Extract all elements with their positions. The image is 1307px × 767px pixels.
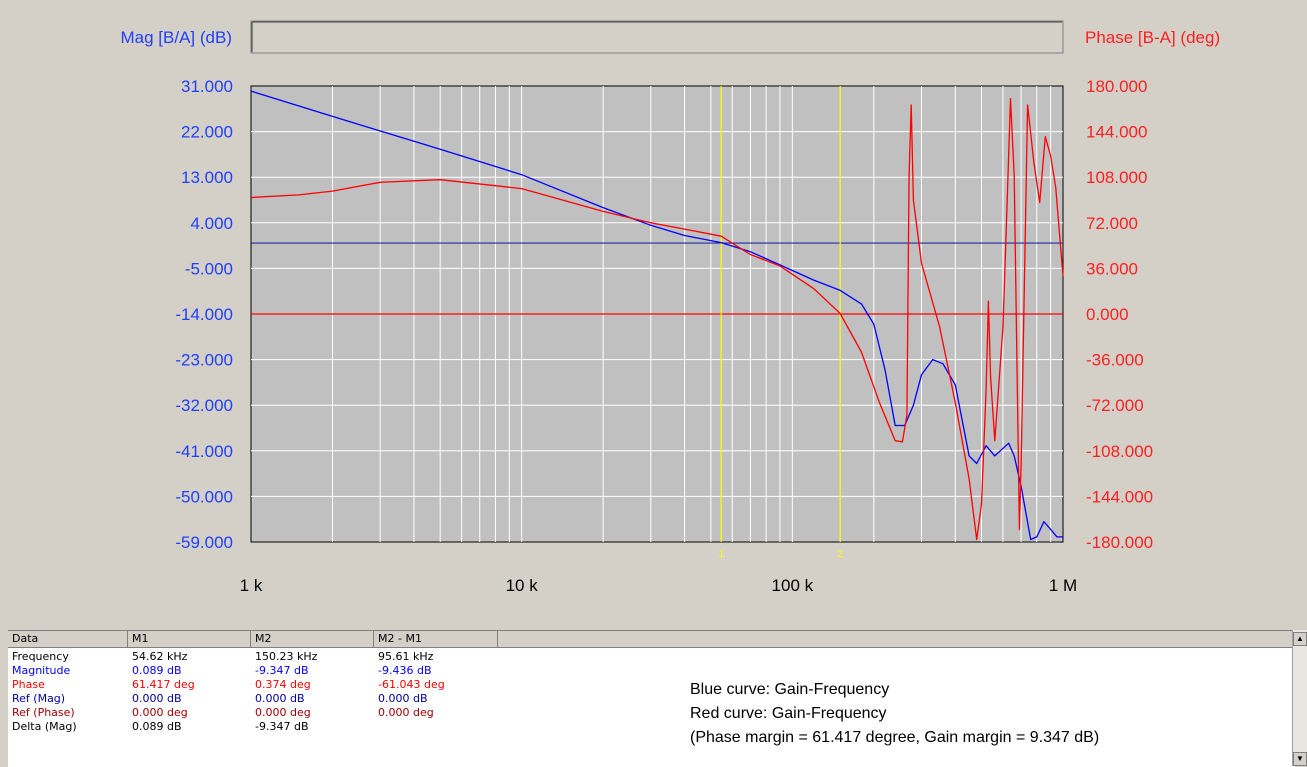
left-axis-label: Mag [B/A] (dB) — [121, 28, 232, 47]
row-m1: 0.000 dB — [132, 692, 182, 705]
right-tick-label: 180.000 — [1086, 77, 1147, 96]
x-tick-labels: 1 k 10 k 100 k 1 M — [240, 576, 1078, 595]
row-m1: 54.62 kHz — [132, 650, 188, 663]
table-row: Magnitude 0.089 dB -9.347 dB -9.436 dB — [8, 664, 508, 678]
column-header-data[interactable]: Data — [8, 631, 128, 648]
left-tick-label: 31.000 — [181, 77, 233, 96]
note-margins: (Phase margin = 61.417 degree, Gain marg… — [690, 729, 1100, 746]
series — [250, 90, 1064, 541]
right-tick-label: 72.000 — [1086, 214, 1138, 233]
table-row: Ref (Mag) 0.000 dB 0.000 dB 0.000 dB — [8, 692, 508, 706]
phase-curve — [250, 98, 1064, 541]
right-tick-label: 108.000 — [1086, 168, 1147, 187]
row-label: Frequency — [12, 650, 69, 663]
left-tick-label: -32.000 — [175, 396, 233, 415]
row-m2: 0.000 deg — [255, 706, 311, 719]
row-label: Ref (Mag) — [12, 692, 66, 705]
column-header-m2-m1[interactable]: M2 - M1 — [374, 631, 498, 648]
row-m1: 0.089 dB — [132, 664, 182, 677]
bode-plot: Mag [B/A] (dB) Phase [B-A] (deg) 1 2 31.0… — [121, 20, 1220, 595]
row-m2: 0.000 dB — [255, 692, 305, 705]
marker-label: 2 — [837, 549, 843, 560]
scroll-up-icon[interactable]: ▲ — [1293, 632, 1307, 646]
right-tick-label: -144.000 — [1086, 487, 1153, 506]
note-red-curve: Red curve: Gain-Frequency — [690, 705, 887, 722]
title-field[interactable] — [250, 20, 1064, 54]
left-tick-labels: 31.000 22.000 13.000 4.000 -5.000 -14.000 -23.… — [175, 77, 233, 552]
vertical-scrollbar[interactable]: ▲ ▼ — [1292, 630, 1307, 766]
row-diff: 0.000 dB — [378, 692, 428, 705]
row-label: Delta (Mag) — [12, 720, 77, 733]
row-label: Ref (Phase) — [12, 706, 75, 719]
right-axis-label: Phase [B-A] (deg) — [1085, 28, 1220, 47]
left-tick-label: -14.000 — [175, 305, 233, 324]
table-row: Ref (Phase) 0.000 deg 0.000 deg 0.000 deg — [8, 706, 508, 720]
column-header-m2[interactable]: M2 — [251, 631, 374, 648]
left-tick-label: 13.000 — [181, 168, 233, 187]
scroll-down-icon[interactable]: ▼ — [1293, 752, 1307, 766]
marker-data-panel: Data M1 M2 M2 - M1 Frequency 54.62 kHz 150… — [8, 630, 1295, 767]
x-tick-label: 100 k — [772, 576, 814, 595]
magnitude-curve — [250, 90, 1063, 541]
row-diff: 0.000 deg — [378, 706, 434, 719]
row-diff: -9.436 dB — [378, 664, 432, 677]
right-tick-label: -180.000 — [1086, 533, 1153, 552]
left-tick-label: 22.000 — [181, 123, 233, 142]
note-blue-curve: Blue curve: Gain-Frequency — [690, 681, 890, 698]
row-label: Phase — [12, 678, 45, 691]
x-tick-label: 1 k — [240, 576, 263, 595]
left-tick-label: -59.000 — [175, 533, 233, 552]
marker-label: 1 — [718, 549, 724, 560]
table-row: Frequency 54.62 kHz 150.23 kHz 95.61 kHz — [8, 650, 508, 664]
right-tick-label: -36.000 — [1086, 351, 1144, 370]
table-row: Delta (Mag) 0.089 dB -9.347 dB — [8, 720, 508, 734]
left-tick-label: -5.000 — [185, 259, 233, 278]
table-row: Phase 61.417 deg 0.374 deg -61.043 deg — [8, 678, 508, 692]
row-m2: 0.374 deg — [255, 678, 311, 691]
row-m1: 61.417 deg — [132, 678, 195, 691]
column-header-m1[interactable]: M1 — [128, 631, 251, 648]
column-header-filler — [498, 631, 1295, 648]
right-tick-label: 36.000 — [1086, 259, 1138, 278]
row-m2: -9.347 dB — [255, 720, 309, 733]
left-tick-label: -50.000 — [175, 487, 233, 506]
reference-lines — [251, 242, 1063, 315]
row-diff: -61.043 deg — [378, 678, 445, 691]
x-tick-label: 10 k — [506, 576, 539, 595]
row-diff: 95.61 kHz — [378, 650, 434, 663]
row-label: Magnitude — [12, 664, 71, 677]
left-tick-label: 4.000 — [190, 214, 233, 233]
right-tick-label: 0.000 — [1086, 305, 1129, 324]
right-tick-label: 144.000 — [1086, 123, 1147, 142]
x-tick-label: 1 M — [1049, 576, 1077, 595]
left-tick-label: -41.000 — [175, 442, 233, 461]
left-tick-label: -23.000 — [175, 351, 233, 370]
row-m2: 150.23 kHz — [255, 650, 318, 663]
row-m2: -9.347 dB — [255, 664, 309, 677]
right-tick-label: -72.000 — [1086, 396, 1144, 415]
row-m1: 0.089 dB — [132, 720, 182, 733]
right-tick-labels: 180.000 144.000 108.000 72.000 36.000 0.000 -3… — [1086, 77, 1153, 552]
row-m1: 0.000 deg — [132, 706, 188, 719]
right-tick-label: -108.000 — [1086, 442, 1153, 461]
